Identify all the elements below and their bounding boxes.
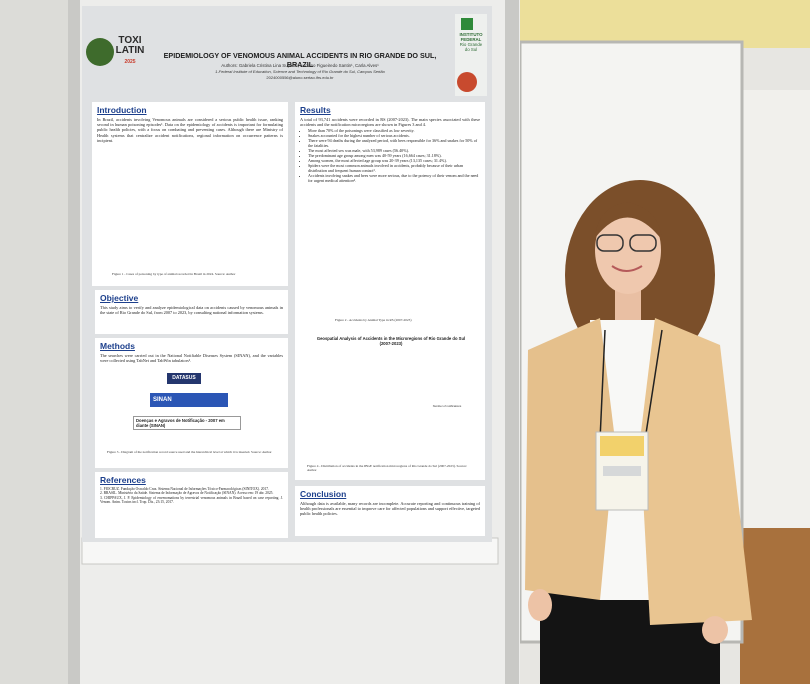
left-board	[0, 0, 70, 684]
institute-text: FEDERAL	[460, 37, 482, 42]
bullet: Accidents involving snakes and bees were…	[308, 173, 480, 183]
lanyard	[644, 329, 663, 441]
bullet: Snakes accounted for the highest number …	[308, 133, 480, 138]
hand	[528, 589, 552, 621]
hand	[702, 616, 728, 644]
results-box: Results A total of 93,741 accidents were…	[295, 102, 485, 480]
introduction-box: Introduction In Brazil, accidents involv…	[92, 102, 288, 286]
poster-title: EPIDEMIOLOGY OF VENOMOUS ANIMAL ACCIDENT…	[163, 51, 437, 69]
glasses	[596, 234, 624, 252]
section-heading: Objective	[100, 293, 139, 303]
results-list: More than 70% of the poisonings were cla…	[300, 128, 480, 183]
hair-top	[595, 202, 662, 240]
logo-badge	[86, 38, 114, 66]
flow-box: DATASUS	[167, 373, 201, 384]
paragraph: This study aims to verify and analyze ep…	[100, 305, 283, 316]
logo-text: TOXI	[118, 35, 142, 46]
board-pole	[505, 0, 519, 684]
right-wall	[740, 90, 810, 530]
paragraph: The searches were carried out in the Nat…	[100, 353, 283, 364]
paragraph: Although data is available, many records…	[300, 501, 480, 517]
figure-caption: Figure 1 - Cases of poisoning by type of…	[112, 272, 236, 276]
institute-icon	[461, 18, 473, 30]
affiliation: 1-Federal Institute of Education, Scienc…	[215, 69, 385, 74]
authors: Authors: Gabriela Cristina Lina Superti¹…	[221, 63, 379, 68]
board-shelf	[81, 537, 499, 565]
paragraph: A total of 93,741 accidents were recorde…	[300, 117, 480, 128]
smile	[611, 265, 643, 272]
map-title: Geospatial Analysis of Accidents in the …	[316, 336, 466, 346]
bullet: More than 70% of the poisonings were cla…	[308, 128, 480, 133]
glasses	[629, 234, 657, 252]
objective-box: Objective This study aims to verify and …	[95, 290, 288, 334]
bullet: Spiders were the most common animals inv…	[308, 163, 480, 173]
email: 2024000556@aluno.sertao.ifrs.edu.br	[266, 75, 334, 80]
board-pole	[68, 0, 80, 684]
wood-floor	[740, 528, 810, 684]
blazer-left	[525, 318, 615, 600]
logo-year: 2025	[124, 59, 136, 65]
conclusion-box: Conclusion Although data is available, m…	[295, 486, 485, 536]
references-box: References 1. FIOCRUZ. Fundação Oswaldo …	[95, 472, 288, 538]
institute-text: INSTITUTO	[459, 32, 483, 37]
paragraph: In Brazil, accidents involving Venomous …	[97, 117, 283, 143]
section-heading: Introduction	[97, 105, 147, 115]
institute-name: INSTITUTO FEDERAL Rio Grande do Sul	[456, 32, 486, 52]
institute-text: do Sul	[464, 47, 478, 52]
section-heading: Methods	[100, 341, 135, 351]
figure-caption: Figure 2 - Accidents by Animal Type in R…	[335, 318, 412, 322]
face	[595, 206, 661, 294]
reference: 2. BRASIL. Ministério da Saúde. Sistema …	[100, 491, 274, 496]
section-heading: References	[100, 475, 146, 485]
section-heading: Conclusion	[300, 489, 347, 499]
bullet: The predominant age group among men was …	[308, 153, 480, 158]
flow-box: Doenças e Agravos de Notificação - 2007 …	[133, 416, 241, 430]
flow-box: SINAN	[150, 393, 228, 407]
bullet: Among women, the most affected age group…	[308, 158, 480, 163]
badge-name	[603, 466, 641, 476]
bullet: The most affected sex was male, with 53,…	[308, 148, 480, 153]
map-legend-title: Number of notifications	[432, 404, 462, 408]
yellow-wall	[515, 0, 810, 48]
logo-text: LATIN	[115, 45, 145, 56]
section-heading: Results	[300, 105, 331, 115]
reference: 3. CHIPPAUX, J. P. Epidemiology of enven…	[100, 495, 283, 505]
badge-header	[600, 436, 644, 456]
bullet: There were 94 deaths during the analyzed…	[308, 138, 480, 148]
figure-caption: Figure 4 - Distribution of accidents in …	[307, 464, 467, 472]
logo: TOXI LATIN 2025	[110, 36, 150, 67]
figure-caption: Figure 3 - Diagram of the notification r…	[107, 450, 272, 454]
blazer-right	[640, 318, 752, 625]
reference: 1. FIOCRUZ. Fundação Oswaldo Cruz. Siste…	[100, 487, 269, 491]
institute-text: Rio Grande	[459, 42, 483, 47]
methods-box: Methods The searches were carried out in…	[95, 338, 288, 468]
lanyard	[599, 329, 606, 441]
seal	[457, 72, 477, 92]
